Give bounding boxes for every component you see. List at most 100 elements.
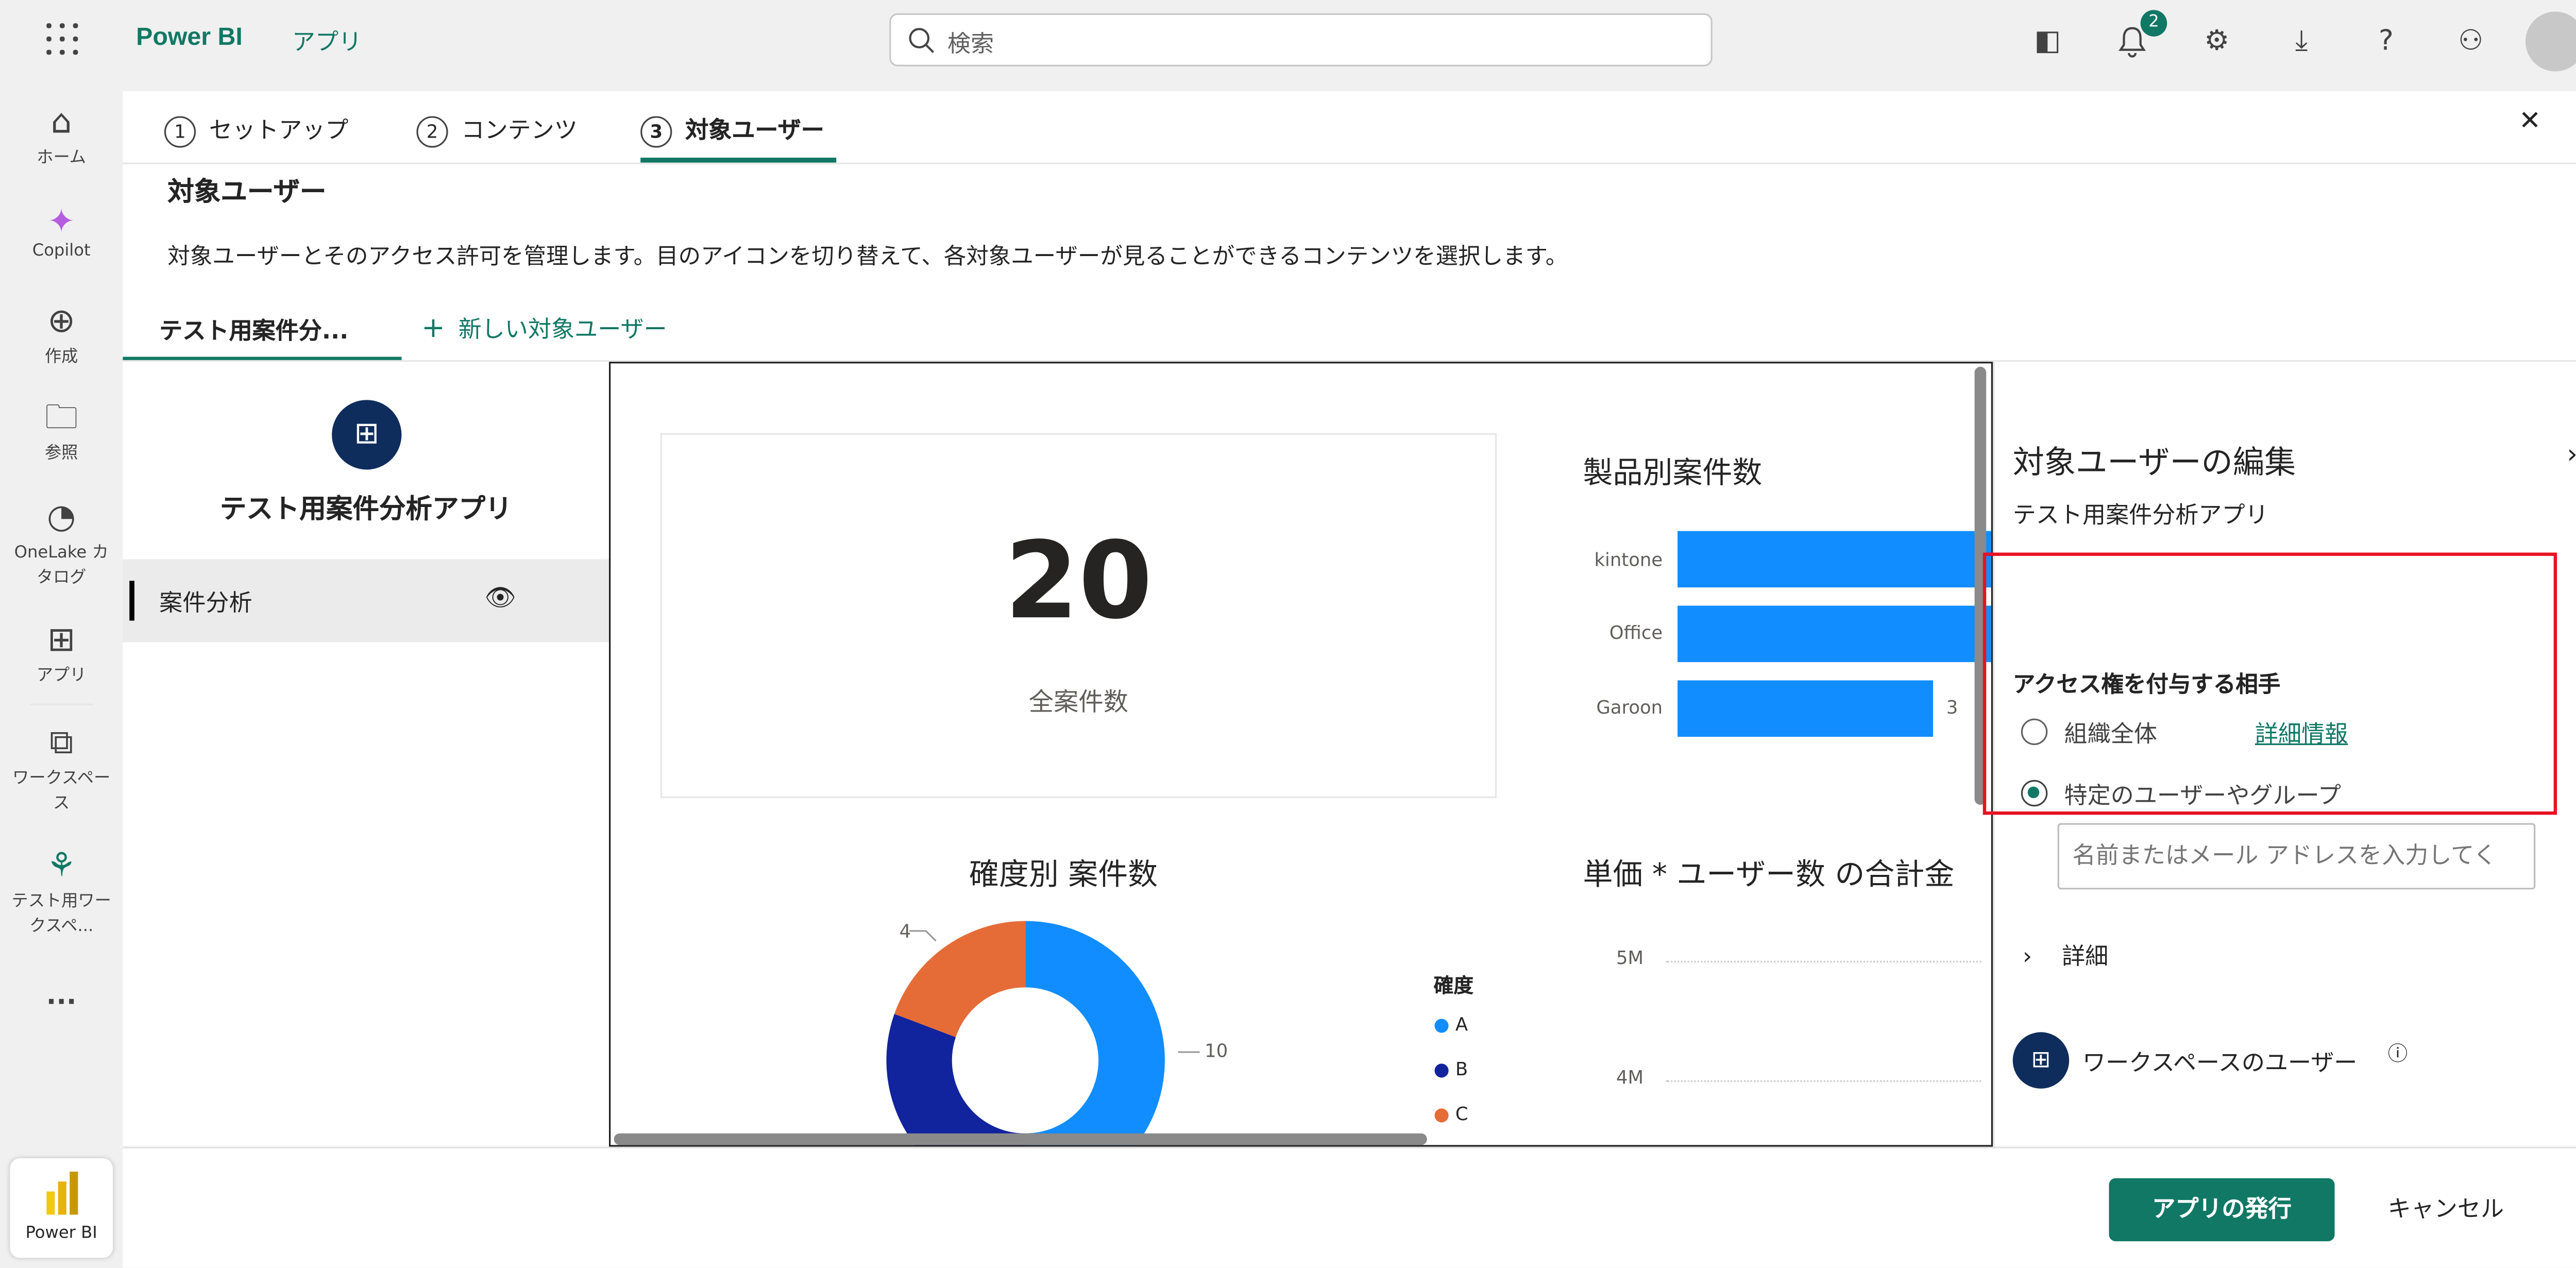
app-navigation-preview: ⊞ テスト用案件分析アプリ 案件分析 👁︎: [123, 362, 609, 1146]
divider: [123, 360, 2576, 362]
donut-slice-a: [1025, 921, 1165, 1145]
option-specific-label: 特定のユーザーやグループ: [2064, 783, 2342, 810]
donut-slice-b: [886, 1013, 1026, 1145]
search-placeholder: 検索: [947, 31, 994, 58]
app-launcher-icon[interactable]: [46, 23, 79, 56]
left-nav: ⌂ ホーム ✦ Copilot ⊕ 作成 🗀 参照 ◔ OneLake カタログ ⊞ アプリ…: [0, 83, 123, 1266]
bar-label: Office: [1609, 622, 1663, 644]
apps-icon: ⊞: [47, 619, 76, 659]
edit-audience-panel: 対象ユーザーの編集 › テスト用案件分析アプリ アクセス権を付与する相手 組織全…: [1993, 362, 2576, 1146]
powerbi-switcher[interactable]: Power BI: [10, 1158, 113, 1258]
workspace-icon: ⊞: [2012, 1032, 2070, 1089]
donut-label: 4: [899, 921, 911, 943]
nav-onelake[interactable]: ◔ OneLake カタログ: [0, 495, 123, 587]
publish-app-dialog: 1 セットアップ 2 コンテンツ 3 対象ユーザー ✕ 対象ユーザー 対象ユーザーとそ…: [123, 91, 2576, 1266]
product-chart-title: 製品別案件数: [1583, 456, 1762, 492]
report-preview: 20 全案件数 製品別案件数 kintone Office Garoon 3 確…: [608, 362, 1993, 1147]
nav-browse[interactable]: 🗀 参照: [0, 395, 123, 463]
horizontal-scrollbar[interactable]: [614, 1133, 1427, 1145]
create-icon: ⊕: [47, 300, 76, 341]
legend-item-b[interactable]: ● B: [1433, 1058, 1468, 1080]
legend-item-c[interactable]: ● C: [1433, 1103, 1468, 1125]
feedback-icon[interactable]: ⚇: [2458, 25, 2484, 58]
download-icon[interactable]: ⤓: [2295, 25, 2308, 58]
top-bar: Power BI アプリ 検索 ◧ 2 ⚙ ⤓ ? ⚇: [0, 0, 2576, 83]
step-audience[interactable]: 3 対象ユーザー: [640, 113, 824, 148]
nav-create[interactable]: ⊕ 作成: [0, 299, 123, 367]
home-icon: ⌂: [50, 101, 72, 141]
gridline: [1666, 1080, 1981, 1082]
user-search-input[interactable]: [2057, 823, 2536, 890]
nav-copilot[interactable]: ✦ Copilot: [0, 199, 123, 261]
bar-label: kintone: [1594, 549, 1663, 571]
highlight-box: [1982, 552, 2557, 815]
learn-more-link[interactable]: 詳細情報: [2255, 722, 2348, 749]
legend-title: 確度: [1433, 974, 1474, 998]
avatar[interactable]: [2525, 11, 2576, 72]
copilot-icon: ✦: [47, 200, 76, 241]
new-audience-button[interactable]: + 新しい対象ユーザー: [421, 312, 667, 345]
nav-apps[interactable]: ⊞ アプリ: [0, 617, 123, 685]
workspaces-icon: ⧉: [49, 722, 74, 762]
cancel-button[interactable]: キャンセル: [2387, 1196, 2504, 1223]
section-name[interactable]: アプリ: [292, 29, 362, 57]
folder-icon: 🗀: [44, 396, 78, 437]
app-icon: ⊞: [332, 400, 402, 470]
nav-home[interactable]: ⌂ ホーム: [0, 99, 123, 167]
option-org-label: 組織全体: [2064, 722, 2157, 749]
radio-specific-users[interactable]: [2021, 780, 2048, 807]
chevron-right-icon: ›: [2023, 944, 2032, 971]
bar-data-label: 3: [1946, 697, 1958, 719]
help-icon[interactable]: ?: [2378, 25, 2394, 58]
legend-item-a[interactable]: ● A: [1433, 1013, 1468, 1036]
nav-item-report[interactable]: 案件分析 👁︎: [123, 559, 609, 643]
tab-audience-active[interactable]: テスト用案件分...: [159, 318, 349, 345]
divider: [123, 162, 2576, 164]
bar-office[interactable]: [1677, 605, 1991, 663]
app-name: テスト用案件分析アプリ: [219, 493, 512, 525]
active-tab-indicator: [123, 357, 402, 360]
bell-icon[interactable]: [2117, 25, 2147, 58]
donut-label: 10: [1205, 1040, 1228, 1062]
publish-app-button[interactable]: アプリの発行: [2109, 1178, 2335, 1242]
radio-entire-org[interactable]: [2021, 718, 2048, 746]
y-tick: 4M: [1616, 1067, 1644, 1089]
close-icon[interactable]: ✕: [2519, 104, 2541, 137]
bar-kintone[interactable]: [1677, 531, 1991, 588]
powerbi-label: Power BI: [25, 1224, 97, 1243]
bar-garoon[interactable]: [1677, 680, 1934, 737]
page-description: 対象ユーザーとそのアクセス許可を管理します。目のアイコンを切り替えて、各対象ユー…: [167, 244, 1568, 270]
donut-chart: [886, 921, 1200, 1145]
search-input[interactable]: 検索: [889, 13, 1713, 66]
active-step-indicator: [640, 157, 837, 163]
nav-divider: [29, 703, 93, 705]
info-icon[interactable]: ⓘ: [2387, 1042, 2408, 1066]
kpi-card: 20 全案件数: [660, 433, 1497, 799]
line-chart-title: 単価 * ユーザー数 の合計金: [1583, 858, 1955, 893]
page-title: 対象ユーザー: [167, 176, 327, 208]
nav-test-workspace[interactable]: ⚘ テスト用ワークスペ...: [0, 843, 123, 936]
gridline: [1666, 960, 1981, 963]
search-icon: [909, 28, 935, 53]
panel-toggle-icon[interactable]: ◧: [2034, 25, 2061, 58]
kpi-value: 20: [1005, 521, 1153, 644]
panel-subtitle: テスト用案件分析アプリ: [2012, 502, 2268, 530]
nav-more[interactable]: ...: [46, 979, 77, 1011]
step-setup[interactable]: 1 セットアップ: [164, 113, 348, 148]
donut-slice-c: [894, 921, 1026, 1037]
chevron-right-icon[interactable]: ›: [2567, 438, 2576, 469]
nav-workspaces[interactable]: ⧉ ワークスペース: [0, 720, 123, 813]
brand-name[interactable]: Power BI: [136, 23, 243, 52]
bar-label: Garoon: [1596, 697, 1663, 719]
powerbi-logo-icon: [46, 1171, 78, 1215]
details-expander[interactable]: › 詳細: [2023, 944, 2109, 971]
donut-title: 確度別 案件数: [969, 858, 1158, 893]
gear-icon[interactable]: ⚙: [2204, 25, 2230, 58]
step-content[interactable]: 2 コンテンツ: [416, 113, 578, 148]
access-heading: アクセス権を付与する相手: [2012, 672, 2281, 699]
divider: [1993, 362, 1995, 1147]
eye-icon[interactable]: 👁︎: [484, 582, 516, 613]
onelake-icon: ◔: [47, 496, 76, 536]
y-tick: 5M: [1616, 948, 1644, 969]
kpi-label: 全案件数: [1028, 687, 1129, 717]
